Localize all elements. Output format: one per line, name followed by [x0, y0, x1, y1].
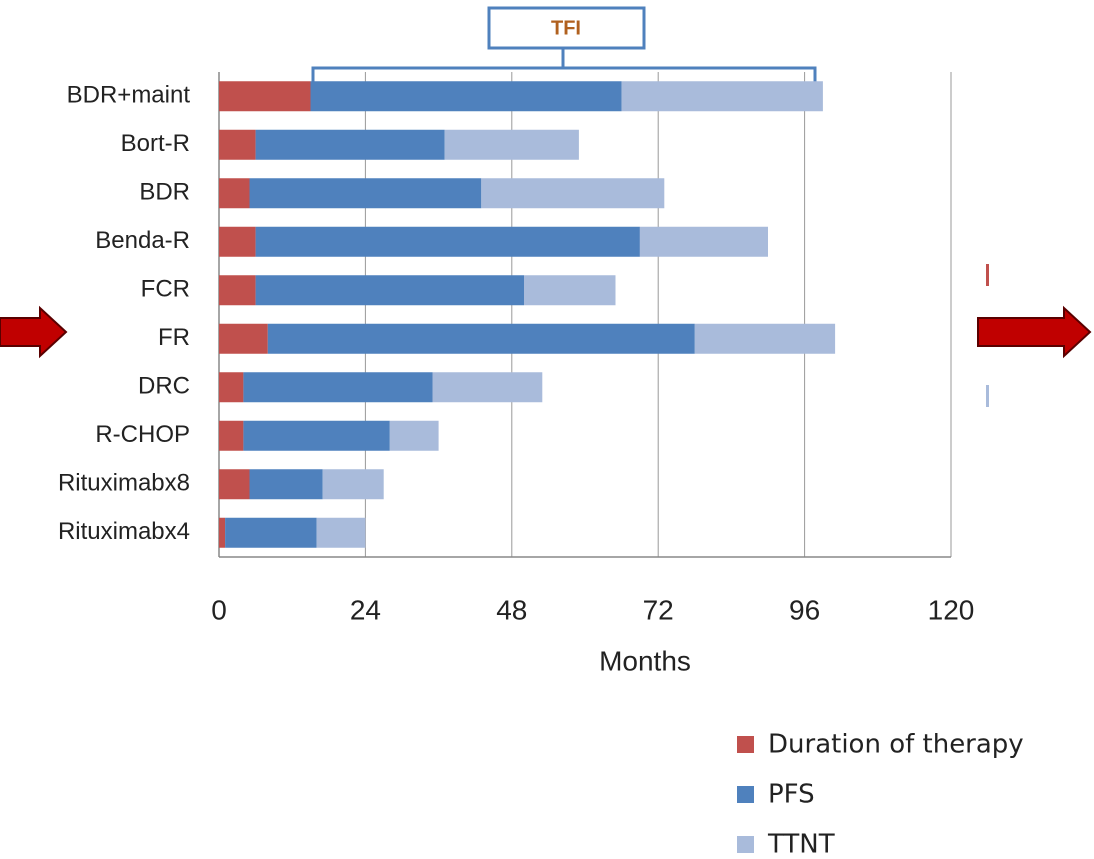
- x-tick-label: 96: [789, 594, 820, 625]
- bar-segment: [219, 469, 250, 500]
- legend-swatch: [737, 736, 754, 753]
- bar-segment: [243, 420, 390, 451]
- bar-segment: [694, 323, 836, 354]
- bar-segment: [219, 323, 268, 354]
- x-axis-label: Months: [599, 645, 691, 676]
- bar-segment: [219, 226, 256, 257]
- y-tick-label: FR: [158, 324, 190, 351]
- annotation: TFI: [551, 17, 581, 39]
- x-tick-label: 48: [496, 594, 527, 625]
- y-tick-label: Bort-R: [121, 130, 190, 157]
- legend-swatch: [737, 836, 754, 853]
- bar-segment: [621, 81, 823, 112]
- y-tick-label: FCR: [141, 276, 190, 303]
- bar-segment: [389, 420, 439, 451]
- bar-segment: [255, 226, 640, 257]
- bar-segment: [255, 275, 524, 306]
- y-tick-label: DRC: [138, 373, 190, 400]
- legend-label: Duration of therapy: [768, 730, 1024, 760]
- y-tick-label: BDR: [139, 179, 190, 206]
- fragment: [986, 385, 989, 407]
- bar-segment: [219, 178, 250, 209]
- bar-segment: [310, 81, 622, 112]
- bar-segment: [255, 129, 445, 160]
- bar-segment: [249, 469, 323, 500]
- bar-segment: [219, 420, 244, 451]
- legend-swatch: [737, 786, 754, 803]
- legend-label: PFS: [768, 780, 815, 810]
- bar-segment: [219, 275, 256, 306]
- bar-segment: [432, 372, 543, 403]
- bar-segment: [219, 372, 244, 403]
- arrow: [977, 305, 1092, 359]
- bar-segment: [249, 178, 482, 209]
- bar-segment: [316, 517, 366, 548]
- x-tick-label: 0: [211, 594, 227, 625]
- bar-segment: [639, 226, 768, 257]
- bar-segment: [322, 469, 384, 500]
- y-tick-label: Rituximabx8: [58, 470, 190, 497]
- x-tick-label: 120: [928, 594, 975, 625]
- y-tick-label: R-CHOP: [95, 421, 190, 448]
- x-tick-label: 72: [643, 594, 674, 625]
- legend-label: TTNT: [767, 830, 835, 859]
- fragment: [986, 264, 989, 286]
- bracket: [311, 48, 817, 86]
- y-tick-label: Benda-R: [95, 227, 190, 254]
- y-tick-label: BDR+maint: [67, 82, 191, 109]
- arrow: [0, 305, 68, 359]
- y-tick-label: Rituximabx4: [58, 518, 190, 545]
- bar-segment: [481, 178, 665, 209]
- bar-segment: [267, 323, 695, 354]
- bar-segment: [219, 517, 226, 548]
- bar-segment: [524, 275, 616, 306]
- annotation-box: [487, 6, 646, 50]
- bar-segment: [225, 517, 317, 548]
- x-tick-label: 24: [350, 594, 381, 625]
- bar-segment: [219, 129, 256, 160]
- bar-segment: [243, 372, 433, 403]
- bar-segment: [219, 81, 311, 112]
- bar-segment: [444, 129, 579, 160]
